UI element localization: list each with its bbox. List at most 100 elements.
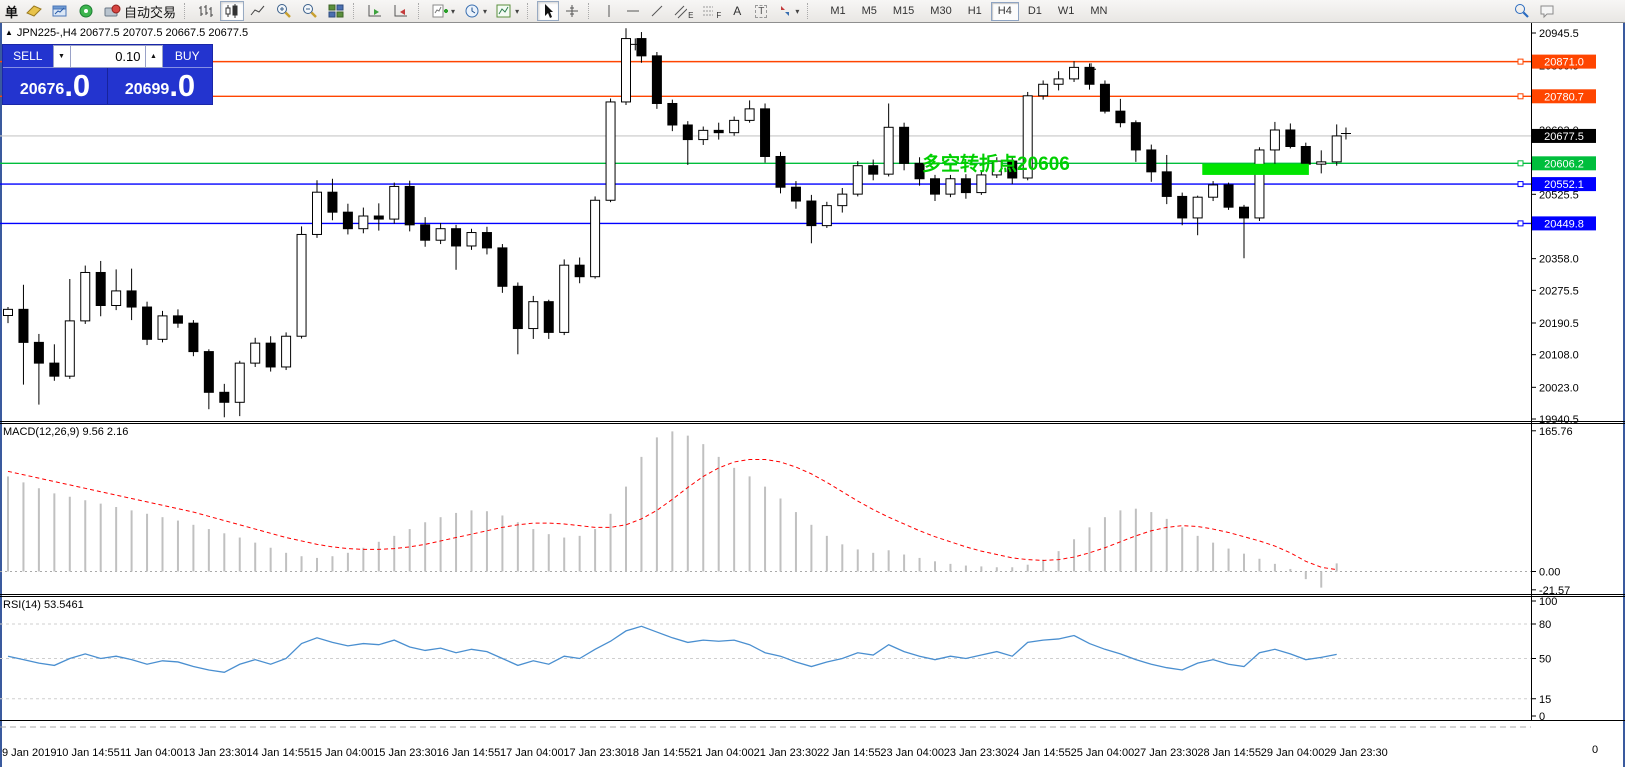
timeframe-M15[interactable]: M15 (886, 2, 921, 21)
svg-text:21 Jan 23:30: 21 Jan 23:30 (754, 747, 818, 759)
svg-text:22 Jan 14:55: 22 Jan 14:55 (817, 747, 881, 759)
svg-text:19940.5: 19940.5 (1539, 414, 1579, 426)
rsi-indicator-label: RSI(14) 53.5461 (3, 599, 84, 611)
signals-icon[interactable] (74, 1, 98, 21)
auto-scroll-icon[interactable] (363, 1, 387, 21)
timeframe-D1[interactable]: D1 (1021, 2, 1049, 21)
svg-text:13 Jan 23:30: 13 Jan 23:30 (183, 747, 247, 759)
text-tool-icon[interactable]: A (726, 1, 748, 21)
new-order-icon[interactable] (22, 1, 46, 21)
timeframe-M5[interactable]: M5 (855, 2, 884, 21)
buy-price-decimal: .0 (169, 68, 196, 103)
price-marker-icon (630, 38, 641, 51)
svg-text:80: 80 (1539, 619, 1551, 631)
buy-price-main: 20699 (124, 81, 170, 98)
toolbar-separator (807, 3, 812, 19)
timeframe-H4[interactable]: H4 (990, 1, 1019, 21)
highlight-zone[interactable] (1202, 163, 1309, 175)
fibonacci-tool-icon[interactable]: F (698, 1, 724, 21)
svg-text:27 Jan 23:30: 27 Jan 23:30 (1134, 747, 1198, 759)
zoom-out-icon[interactable] (298, 1, 322, 21)
time-axis[interactable]: 9 Jan 2019 10 Jan 14:55 11 Jan 04:00 13 Jan… (0, 726, 1598, 759)
svg-text:20525.5: 20525.5 (1539, 189, 1579, 201)
macd-pane[interactable] (0, 431, 1531, 588)
down-arrow-icon: ▼ (58, 53, 65, 60)
pivot-annotation-text[interactable]: 多空转折点20606 (922, 154, 1070, 175)
volume-input[interactable] (70, 45, 145, 68)
chat-icon[interactable] (1536, 1, 1560, 21)
dropdown-caret-icon: ▾ (483, 6, 488, 16)
buy-price[interactable]: 20699.0 (108, 68, 212, 104)
equidistant-channel-tool-icon[interactable]: E (670, 1, 696, 21)
toolbar: 单 自动交易 (0, 0, 1625, 23)
line-price-label (1532, 216, 1596, 231)
fibo-glyph: F (716, 11, 722, 20)
price-axis[interactable]: 20945.520860.520775.520693.020610.520525… (1531, 23, 1596, 723)
cursor-icon[interactable] (537, 1, 560, 21)
collapse-arrow-icon[interactable]: ▲ (5, 28, 13, 37)
line-chart-icon[interactable] (246, 1, 270, 21)
up-arrow-icon: ▲ (150, 53, 157, 60)
horizontal-line-tool-icon[interactable] (622, 1, 644, 21)
volume-decrease-button[interactable]: ▼ (52, 45, 71, 68)
svg-text:23 Jan 04:00: 23 Jan 04:00 (880, 747, 944, 759)
zoom-in-icon[interactable] (272, 1, 296, 21)
svg-text:15: 15 (1539, 694, 1551, 706)
svg-text:20945.5: 20945.5 (1539, 28, 1579, 40)
tile-windows-icon[interactable] (324, 1, 348, 21)
candlestick-chart-icon[interactable] (220, 1, 245, 21)
svg-text:15 Jan 04:00: 15 Jan 04:00 (310, 747, 374, 759)
toolbar-separator (353, 3, 358, 19)
order-ticket-icon (26, 5, 42, 17)
svg-text:20108.0: 20108.0 (1539, 350, 1579, 362)
timeframe-W1[interactable]: W1 (1051, 2, 1082, 21)
toolbar-separator (588, 3, 593, 19)
svg-text:29 Jan 23:30: 29 Jan 23:30 (1324, 747, 1388, 759)
new-order-partial-button[interactable]: 单 (5, 4, 19, 20)
text-label-tool-icon[interactable]: T (750, 1, 772, 21)
line-price-label (1532, 177, 1596, 192)
trendline-tool-icon[interactable] (646, 1, 668, 21)
svg-text:15 Jan 23:30: 15 Jan 23:30 (373, 747, 437, 759)
bar-chart-icon[interactable] (194, 1, 218, 21)
svg-text:9 Jan 2019: 9 Jan 2019 (2, 747, 56, 759)
svg-text:20449.8: 20449.8 (1544, 218, 1584, 230)
market-watch-icon[interactable] (48, 1, 72, 21)
svg-text:28 Jan 14:55: 28 Jan 14:55 (1197, 747, 1261, 759)
arrows-tool-icon[interactable]: ▾ (774, 1, 802, 21)
timeframe-MN[interactable]: MN (1083, 2, 1114, 21)
dropdown-caret-icon: ▾ (515, 6, 520, 16)
price-marker-icon (1086, 63, 1097, 76)
timeframe-M30[interactable]: M30 (923, 2, 958, 21)
svg-text:20023.0: 20023.0 (1539, 382, 1579, 394)
crosshair-icon[interactable] (561, 1, 583, 21)
sell-button[interactable]: SELL (3, 45, 53, 68)
timeframe-H1[interactable]: H1 (961, 2, 989, 21)
autotrading-button[interactable]: 自动交易 (100, 1, 179, 21)
svg-text:20552.1: 20552.1 (1544, 179, 1584, 191)
sell-price[interactable]: 20676.0 (3, 68, 107, 104)
timeframe-M1[interactable]: M1 (823, 2, 852, 21)
line-price-label (1532, 89, 1596, 104)
volume-increase-button[interactable]: ▲ (144, 45, 163, 68)
price-pane[interactable] (0, 28, 1531, 418)
toolbar-separator (527, 3, 532, 19)
indicators-icon[interactable]: ▾ (428, 1, 458, 21)
periods-icon[interactable]: ▾ (460, 1, 490, 21)
svg-text:50: 50 (1539, 654, 1551, 666)
search-icon[interactable] (1510, 1, 1534, 21)
bid-price-label (1532, 128, 1596, 143)
panel-divider (107, 68, 108, 104)
vertical-line-tool-icon[interactable] (598, 1, 620, 21)
svg-text:20606.2: 20606.2 (1544, 158, 1584, 170)
rsi-pane[interactable] (0, 623, 1531, 700)
templates-icon[interactable]: ▾ (492, 1, 522, 21)
chart-shift-icon[interactable] (389, 1, 413, 21)
svg-text:14 Jan 14:55: 14 Jan 14:55 (246, 747, 310, 759)
svg-text:0.00: 0.00 (1539, 567, 1560, 579)
buy-button[interactable]: BUY (162, 45, 212, 68)
one-click-trading-panel: SELL ▼ ▲ BUY 20676.0 20699.0 (2, 44, 213, 105)
dropdown-caret-icon: ▾ (795, 6, 800, 16)
svg-text:25 Jan 04:00: 25 Jan 04:00 (1071, 747, 1135, 759)
